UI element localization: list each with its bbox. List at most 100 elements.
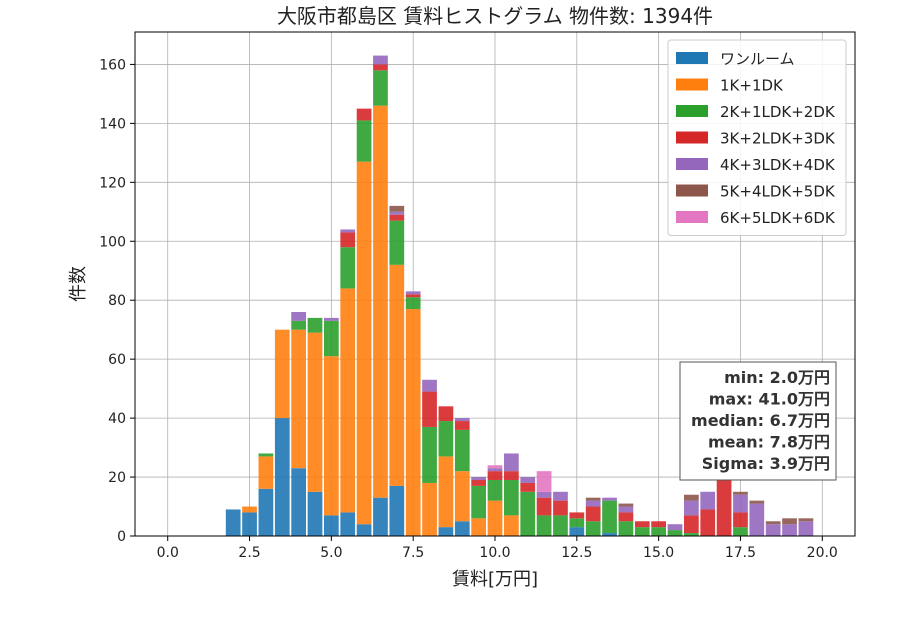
bar-series-3	[536, 497, 552, 516]
bar-series-4	[602, 497, 617, 501]
bar-series-0	[602, 533, 617, 536]
bar-series-0	[307, 491, 323, 536]
bar-series-4	[585, 500, 601, 507]
bar-series-2	[422, 426, 437, 483]
bar-series-4	[733, 494, 748, 513]
x-tick-label: 2.5	[238, 545, 260, 561]
bar-series-1	[471, 518, 486, 536]
y-tick-label: 0	[117, 529, 126, 545]
bar-series-1	[274, 329, 290, 419]
chart-title: 大阪市都島区 賃料ヒストグラム 物件数: 1394件	[277, 4, 713, 28]
bar-series-5	[585, 497, 601, 501]
bar-series-0	[242, 512, 257, 536]
bar-series-4	[782, 524, 797, 536]
bar-series-1	[340, 288, 356, 513]
bar-series-3	[405, 294, 421, 298]
bar-series-2	[258, 453, 274, 457]
x-tick-label: 5.0	[320, 545, 342, 561]
bar-series-5	[389, 205, 405, 212]
bar-series-4	[422, 379, 437, 392]
bar-series-3	[454, 421, 470, 430]
bar-series-3	[553, 500, 568, 516]
y-tick-label: 140	[99, 116, 126, 132]
y-tick-label: 100	[99, 234, 126, 250]
legend-swatch	[676, 184, 708, 197]
x-tick-label: 20.0	[807, 545, 838, 561]
stats-line: min: 2.0万円	[724, 368, 830, 387]
bar-series-1	[454, 471, 470, 522]
legend-label: 1K+1DK	[720, 77, 784, 95]
legend-box	[667, 39, 847, 236]
bar-series-3	[471, 480, 486, 486]
legend-label: ワンルーム	[720, 50, 795, 68]
legend-swatch	[676, 78, 708, 91]
bar-series-3	[487, 471, 503, 480]
bars	[225, 55, 814, 536]
bar-series-0	[389, 485, 405, 536]
bar-series-3	[356, 108, 372, 121]
bar-series-5	[798, 518, 814, 522]
bar-series-2	[504, 480, 519, 516]
bar-series-2	[553, 515, 568, 536]
bar-series-2	[684, 533, 699, 536]
bar-series-2	[373, 70, 388, 106]
x-tick-label: 12.5	[561, 545, 592, 561]
x-tick-label: 17.5	[725, 545, 756, 561]
bar-series-3	[634, 521, 650, 528]
bar-series-3	[438, 406, 454, 422]
y-axis-title: 件数	[68, 266, 89, 302]
bar-series-1	[356, 161, 372, 525]
bar-series-4	[340, 229, 356, 233]
bar-series-2	[389, 220, 405, 265]
bar-series-4	[798, 521, 814, 536]
legend-swatch	[676, 131, 708, 144]
stats-box-frame	[679, 361, 837, 481]
bar-series-3	[684, 515, 699, 534]
bar-series-0	[373, 497, 388, 536]
bar-series-4	[389, 211, 405, 215]
legend-swatch	[676, 158, 708, 170]
bar-series-0	[324, 515, 339, 536]
y-tick-label: 120	[99, 175, 126, 191]
bar-series-3	[733, 512, 748, 528]
bar-series-2	[651, 527, 666, 536]
bar-series-3	[585, 506, 601, 522]
bar-series-1	[307, 332, 323, 492]
legend-label: 4K+3LDK+4DK	[720, 156, 836, 174]
legend-swatch	[676, 52, 708, 64]
bar-series-1	[487, 500, 503, 536]
bar-series-2	[520, 491, 536, 536]
bar-series-2	[536, 515, 552, 536]
x-axis: 0.0 2.5 5.0 7.5 10.0 12.5 15.0 17.5 20.0	[157, 536, 838, 561]
bar-series-1	[242, 506, 257, 513]
y-tick-label: 20	[108, 470, 126, 486]
bar-series-3	[422, 391, 437, 427]
bar-series-6	[487, 465, 503, 469]
bar-series-1	[291, 329, 306, 469]
y-axis: 0 20 40 60 80 100 120 140 160	[99, 57, 135, 545]
x-tick-label: 0.0	[157, 545, 179, 561]
x-tick-label: 7.5	[402, 545, 424, 561]
legend-label: 2K+1LDK+2DK	[720, 103, 836, 121]
bar-series-4	[487, 468, 503, 472]
bar-series-2	[602, 500, 617, 534]
bar-series-5	[782, 518, 797, 525]
stats-box: min: 2.0万円 max: 41.0万円 median: 6.7万円 mean: …	[679, 361, 837, 481]
bar-series-1	[438, 456, 454, 528]
bar-series-1	[422, 482, 437, 536]
bar-series-3	[700, 509, 716, 536]
bar-series-0	[258, 488, 274, 536]
bar-series-4	[536, 491, 552, 498]
legend: ワンルーム 1K+1DK 2K+1LDK+2DK 3K+2LDK+3DK 4K+3LDK…	[667, 39, 847, 236]
bar-series-0	[438, 527, 454, 536]
bar-series-3	[373, 64, 388, 71]
bar-series-3	[340, 232, 356, 248]
bar-series-2	[487, 480, 503, 501]
bar-series-0	[274, 418, 290, 536]
legend-label: 3K+2LDK+3DK	[720, 130, 836, 148]
bar-series-4	[667, 524, 683, 531]
legend-label: 6K+5LDK+6DK	[720, 209, 836, 227]
y-tick-label: 160	[99, 57, 126, 73]
x-tick-label: 10.0	[479, 545, 510, 561]
legend-label: 5K+4LDK+5DK	[720, 183, 836, 201]
